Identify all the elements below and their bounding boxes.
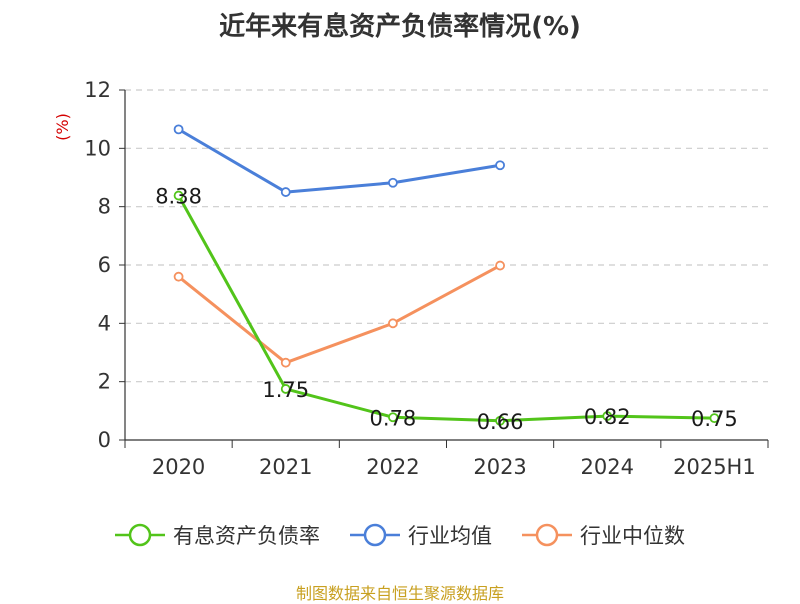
series-line-1 <box>177 128 501 194</box>
y-tick-label: 10 <box>84 136 111 160</box>
data-labels: 8.38 1.75 0.78 0.66 0.82 0.75 <box>155 185 738 434</box>
data-point <box>173 124 184 135</box>
x-tick-label: 2022 <box>366 455 419 479</box>
x-tick-label: 2024 <box>581 455 634 479</box>
data-points <box>173 124 720 426</box>
y-tick-label: 0 <box>98 428 111 452</box>
data-point <box>495 160 505 171</box>
data-point <box>495 260 505 271</box>
legend-marker-icon <box>115 523 165 547</box>
y-tick-label: 4 <box>98 311 111 335</box>
legend-marker-icon <box>522 523 572 547</box>
data-point <box>602 411 613 421</box>
data-point <box>280 187 291 197</box>
legend-label: 行业均值 <box>408 524 492 548</box>
legend-label: 有息资产负债率 <box>173 524 320 548</box>
y-axis-label: (%) <box>53 113 72 141</box>
x-tick-label: 2025H1 <box>673 455 756 479</box>
data-label: 1.75 <box>262 378 309 402</box>
series-lines <box>177 128 715 423</box>
data-label: 8.38 <box>155 185 202 209</box>
x-tick-label: 2023 <box>473 455 526 479</box>
grid-lines <box>125 89 768 383</box>
source-note: 制图数据来自恒生聚源数据库 <box>295 584 504 603</box>
data-label: 0.78 <box>370 406 417 430</box>
data-point <box>280 357 291 368</box>
data-point <box>173 190 184 201</box>
x-tick-label: 2021 <box>259 455 312 479</box>
series-line-2 <box>177 264 501 365</box>
data-point <box>388 412 398 423</box>
data-label: 0.75 <box>691 407 738 431</box>
axes: 0 2 4 6 8 10 12 2020 2021 2022 2023 2024 2025H1 (%) <box>53 78 769 479</box>
legend-marker-icon <box>350 523 400 547</box>
legend-item-2[interactable]: 行业中位数 <box>522 520 685 550</box>
data-label: 0.66 <box>477 410 524 434</box>
legend-item-0[interactable]: 有息资产负债率 <box>115 520 320 550</box>
y-tick-label: 8 <box>98 195 111 219</box>
data-point <box>388 177 398 188</box>
y-tick-label: 2 <box>98 370 111 394</box>
chart-title: 近年来有息资产负债率情况(%) <box>219 12 581 42</box>
legend-label: 行业中位数 <box>580 524 685 548</box>
data-label: 0.82 <box>584 405 631 429</box>
series-line-0 <box>177 194 715 423</box>
data-point <box>388 318 398 329</box>
legend: 有息资产负债率 行业均值 行业中位数 <box>0 520 800 550</box>
y-tick-label: 12 <box>84 78 111 102</box>
data-point <box>495 415 505 426</box>
data-point <box>280 384 291 394</box>
y-tick-label: 6 <box>98 253 111 277</box>
x-tick-label: 2020 <box>152 455 205 479</box>
legend-item-1[interactable]: 行业均值 <box>350 520 492 550</box>
data-point <box>709 413 720 424</box>
data-point <box>173 271 184 282</box>
